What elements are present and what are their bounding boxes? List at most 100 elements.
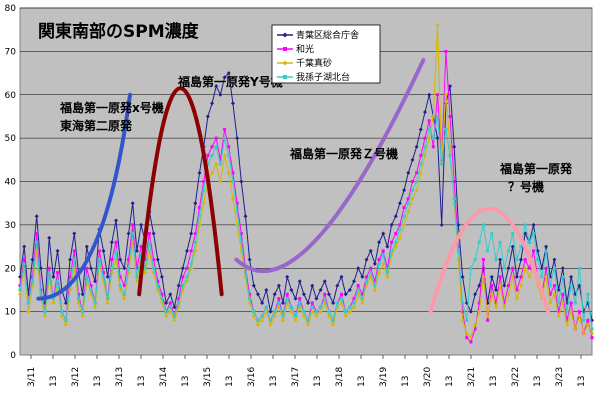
data-point bbox=[239, 240, 243, 244]
data-point bbox=[498, 240, 502, 244]
legend-label: 青葉区総合庁舎 bbox=[296, 29, 359, 41]
data-point bbox=[26, 309, 31, 314]
data-point bbox=[218, 158, 222, 162]
data-point bbox=[243, 214, 248, 219]
data-point bbox=[481, 223, 485, 227]
data-point bbox=[289, 305, 293, 309]
data-point bbox=[118, 275, 122, 279]
data-point bbox=[423, 136, 427, 140]
data-point bbox=[531, 222, 536, 227]
data-point bbox=[255, 292, 260, 297]
data-point bbox=[88, 266, 93, 271]
data-point bbox=[63, 322, 68, 327]
data-point bbox=[193, 240, 197, 244]
data-point bbox=[156, 284, 160, 288]
data-point bbox=[586, 292, 590, 296]
y-tick-label: 10 bbox=[5, 308, 17, 318]
data-point bbox=[511, 266, 515, 270]
data-point bbox=[510, 274, 515, 279]
data-point bbox=[557, 301, 561, 305]
data-point bbox=[418, 170, 423, 175]
data-point bbox=[415, 180, 419, 183]
data-point bbox=[122, 292, 126, 296]
data-point bbox=[189, 231, 194, 236]
data-point bbox=[156, 279, 160, 283]
data-point bbox=[327, 310, 331, 314]
data-point bbox=[461, 310, 465, 314]
data-point bbox=[493, 287, 498, 292]
data-point bbox=[469, 266, 473, 270]
data-point bbox=[285, 292, 289, 296]
x-tick-label: 3/21 bbox=[467, 367, 477, 387]
data-point bbox=[181, 284, 185, 288]
x-tick-label: 13 bbox=[489, 376, 499, 387]
data-point bbox=[139, 253, 143, 257]
data-point bbox=[127, 266, 131, 270]
data-point bbox=[93, 279, 98, 284]
data-point bbox=[473, 258, 477, 262]
data-point bbox=[556, 313, 561, 318]
data-point bbox=[272, 313, 277, 318]
data-point bbox=[214, 84, 219, 89]
data-point bbox=[293, 296, 298, 301]
data-point bbox=[423, 145, 427, 149]
data-point bbox=[439, 222, 444, 227]
data-point bbox=[110, 258, 114, 262]
data-point bbox=[276, 283, 281, 288]
trend-curve-3 bbox=[428, 206, 550, 314]
data-point bbox=[381, 261, 386, 266]
data-point bbox=[135, 275, 139, 279]
data-point bbox=[85, 275, 89, 279]
data-point bbox=[569, 284, 573, 288]
data-point bbox=[372, 287, 377, 292]
data-point bbox=[435, 136, 440, 141]
data-point bbox=[577, 266, 581, 270]
data-point bbox=[72, 249, 76, 253]
data-point bbox=[514, 274, 519, 279]
x-tick-label: 13 bbox=[357, 376, 367, 387]
data-point bbox=[34, 214, 39, 219]
data-point bbox=[298, 297, 302, 301]
data-point bbox=[255, 322, 260, 327]
data-point bbox=[481, 258, 485, 262]
data-point bbox=[523, 258, 527, 262]
data-point bbox=[51, 274, 56, 279]
y-tick-label: 60 bbox=[5, 91, 17, 101]
data-point bbox=[422, 110, 427, 115]
data-point bbox=[569, 301, 573, 305]
data-point bbox=[352, 297, 356, 301]
data-point bbox=[569, 309, 574, 314]
data-point bbox=[335, 301, 339, 305]
data-point bbox=[122, 284, 126, 288]
data-point bbox=[381, 253, 385, 257]
data-point bbox=[406, 170, 411, 175]
data-point bbox=[335, 283, 340, 288]
data-point bbox=[460, 274, 465, 279]
data-point bbox=[301, 313, 306, 318]
data-point bbox=[360, 297, 364, 301]
data-point bbox=[285, 297, 289, 301]
data-point bbox=[76, 297, 80, 301]
data-point bbox=[260, 318, 265, 323]
data-point bbox=[143, 266, 147, 270]
data-point bbox=[230, 101, 235, 106]
data-point bbox=[268, 322, 273, 327]
data-point bbox=[427, 92, 432, 97]
data-point bbox=[548, 284, 552, 288]
data-point bbox=[486, 249, 490, 253]
data-point bbox=[248, 297, 252, 301]
data-point bbox=[56, 271, 60, 275]
data-point bbox=[152, 266, 156, 270]
data-point bbox=[306, 322, 311, 327]
data-point bbox=[431, 136, 435, 140]
data-point bbox=[302, 310, 306, 314]
data-point bbox=[127, 258, 131, 262]
data-point bbox=[519, 245, 523, 249]
data-point bbox=[422, 153, 427, 158]
data-point bbox=[406, 197, 410, 201]
data-point bbox=[402, 188, 407, 193]
data-point bbox=[347, 309, 352, 314]
x-tick-label: 3/12 bbox=[71, 367, 81, 387]
data-point bbox=[269, 318, 273, 322]
